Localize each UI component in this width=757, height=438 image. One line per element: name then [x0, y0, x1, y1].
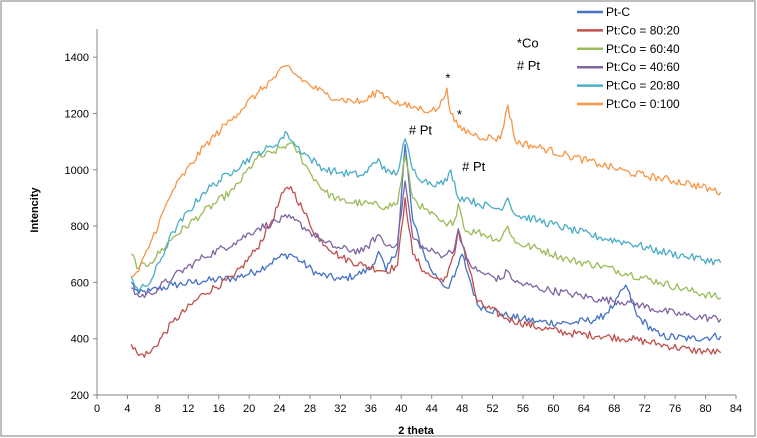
series-line-5: [130, 130, 722, 292]
series-line-1: [130, 143, 722, 342]
y-tick-label: 800: [71, 221, 89, 233]
legend-entry: Pt:Co = 0:100: [606, 97, 680, 111]
x-axis-title: 2 theta: [398, 425, 434, 437]
x-tick-label: 40: [395, 403, 407, 415]
legend-entry: Pt:Co = 80:20: [606, 23, 680, 37]
series-layer: [130, 64, 722, 358]
annotation-label: # Pt: [517, 58, 541, 73]
legend-entry: Pt:Co = 40:60: [606, 60, 680, 74]
annotation-label: # Pt: [409, 123, 433, 138]
series-line-4: [131, 180, 722, 323]
x-tick-label: 32: [334, 403, 346, 415]
x-tick-label: 12: [182, 403, 194, 415]
x-tick-label: 44: [426, 403, 438, 415]
annotation-label: *: [457, 107, 462, 122]
y-tick-label: 600: [71, 277, 89, 289]
x-tick-label: 64: [578, 403, 590, 415]
y-tick-label: 1000: [65, 165, 89, 177]
annotation-label: # Pt: [462, 159, 486, 174]
y-axis-title: Intencity: [29, 187, 41, 233]
x-tick-label: 80: [699, 403, 711, 415]
x-tick-label: 68: [608, 403, 620, 415]
legend-entry: Pt-C: [606, 5, 630, 19]
x-tick-label: 24: [273, 403, 285, 415]
x-tick-label: 8: [155, 403, 161, 415]
annotation-label: *Co: [517, 35, 539, 50]
series-line-2: [130, 186, 722, 358]
x-tick-label: 60: [547, 403, 559, 415]
legend-entry: Pt:Co = 60:40: [606, 42, 680, 56]
legend-entry: Pt:Co = 20:80: [606, 79, 680, 93]
x-tick-label: 28: [304, 403, 316, 415]
y-tick-label: 1400: [65, 52, 89, 64]
x-tick-label: 84: [730, 403, 742, 415]
x-tick-label: 36: [365, 403, 377, 415]
y-tick-label: 1200: [65, 108, 89, 120]
series-line-3: [130, 141, 722, 300]
x-tick-label: 76: [669, 403, 681, 415]
x-tick-label: 16: [213, 403, 225, 415]
annotation-label: *: [445, 70, 450, 85]
y-tick-label: 200: [71, 390, 89, 402]
x-tick-label: 20: [243, 403, 255, 415]
x-tick-label: 52: [486, 403, 498, 415]
x-tick-label: 48: [456, 403, 468, 415]
x-tick-label: 56: [517, 403, 529, 415]
annotation-layer: *Co # Pt * * # Pt # Pt: [409, 35, 541, 174]
x-tick-label: 0: [94, 403, 100, 415]
x-tick-label: 4: [124, 403, 130, 415]
series-line-6: [131, 64, 722, 278]
legend: Pt-C Pt:Co = 80:20 Pt:Co = 60:40 Pt:Co = 40…: [577, 5, 680, 111]
x-tick-label: 72: [639, 403, 651, 415]
y-tick-label: 400: [71, 334, 89, 346]
